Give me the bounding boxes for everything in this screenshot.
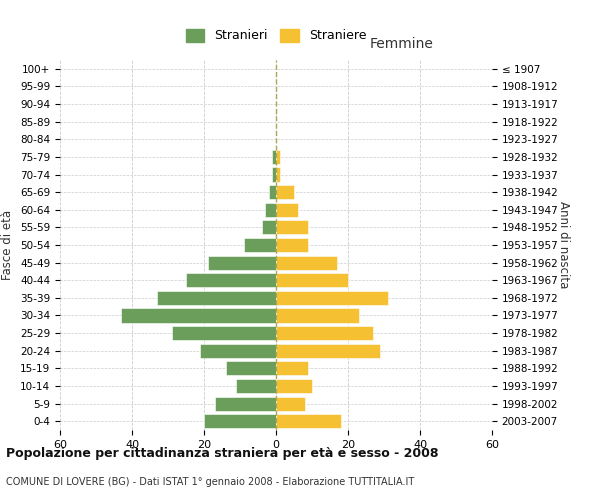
Bar: [172, 326, 276, 340]
Text: Femmine: Femmine: [370, 37, 433, 51]
Bar: [276, 185, 294, 199]
Bar: [272, 168, 276, 181]
Bar: [276, 379, 312, 393]
Bar: [226, 362, 276, 376]
Bar: [215, 396, 276, 410]
Text: COMUNE DI LOVERE (BG) - Dati ISTAT 1° gennaio 2008 - Elaborazione TUTTITALIA.IT: COMUNE DI LOVERE (BG) - Dati ISTAT 1° ge…: [6, 477, 414, 487]
Bar: [236, 379, 276, 393]
Y-axis label: Anni di nascita: Anni di nascita: [557, 202, 569, 288]
Bar: [157, 291, 276, 305]
Y-axis label: Fasce di età: Fasce di età: [1, 210, 14, 280]
Bar: [186, 273, 276, 287]
Bar: [276, 326, 373, 340]
Bar: [265, 202, 276, 217]
Bar: [276, 308, 359, 322]
Bar: [276, 396, 305, 410]
Bar: [276, 220, 308, 234]
Bar: [276, 168, 280, 181]
Bar: [276, 256, 337, 270]
Bar: [276, 150, 280, 164]
Bar: [276, 238, 308, 252]
Bar: [208, 256, 276, 270]
Text: Popolazione per cittadinanza straniera per età e sesso - 2008: Popolazione per cittadinanza straniera p…: [6, 448, 439, 460]
Bar: [269, 185, 276, 199]
Bar: [272, 150, 276, 164]
Bar: [276, 344, 380, 358]
Bar: [262, 220, 276, 234]
Bar: [204, 414, 276, 428]
Bar: [276, 273, 348, 287]
Bar: [276, 291, 388, 305]
Bar: [200, 344, 276, 358]
Legend: Stranieri, Straniere: Stranieri, Straniere: [181, 24, 371, 48]
Bar: [276, 202, 298, 217]
Bar: [244, 238, 276, 252]
Bar: [121, 308, 276, 322]
Bar: [276, 362, 308, 376]
Bar: [276, 414, 341, 428]
